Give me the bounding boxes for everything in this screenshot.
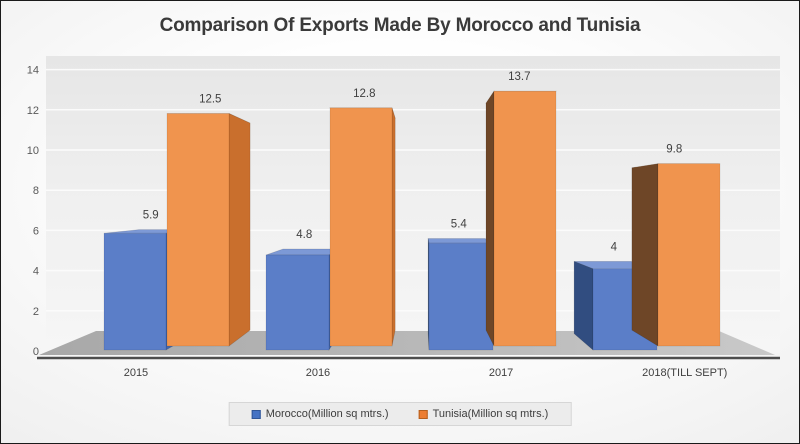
tunisia-series-swatch: [418, 409, 428, 419]
x-category-label: 2016: [306, 367, 330, 379]
bar-side-face: [631, 163, 659, 347]
bar-front-face: [329, 107, 393, 347]
y-tick-label: 2: [33, 306, 39, 318]
bar-tunisia-2016: [329, 107, 396, 347]
value-label-tunisia-2018(TILL SEPT): 9.8: [666, 144, 682, 156]
value-label-morocco-2018(TILL SEPT): 4: [611, 241, 618, 253]
y-tick-label: 10: [27, 145, 39, 157]
value-label-tunisia-2016: 12.8: [353, 88, 375, 100]
value-label-tunisia-2017: 13.7: [508, 71, 530, 83]
y-tick-label: 0: [33, 346, 39, 358]
value-label-morocco-2017: 5.4: [451, 218, 468, 230]
legend-item-tunisia: Tunisia(Million sq mtrs.): [418, 408, 549, 420]
legend-label-morocco: Morocco(Million sq mtrs.): [265, 408, 389, 420]
y-tick-label: 8: [33, 185, 39, 197]
chart-title: Comparison Of Exports Made By Morocco an…: [159, 15, 641, 36]
value-label-morocco-2016: 4.8: [296, 229, 312, 241]
legend: Morocco(Million sq mtrs.) Tunisia(Millio…: [228, 402, 572, 426]
x-category-label: 2017: [489, 367, 513, 379]
morocco-series-swatch: [251, 409, 261, 419]
y-tick-label: 12: [27, 105, 39, 117]
bar-front-face: [428, 242, 494, 351]
bar-front-face: [265, 254, 330, 351]
value-label-tunisia-2015: 12.5: [199, 94, 221, 106]
bar-tunisia-2018(TILL SEPT): [631, 163, 721, 347]
bar-morocco-2017: [427, 238, 495, 351]
value-label-morocco-2015: 5.9: [143, 210, 159, 222]
bar-front-face: [166, 113, 230, 347]
x-category-label: 2018(TILL SEPT): [642, 367, 727, 379]
x-category-label: 2015: [124, 367, 148, 379]
bar-side-face: [391, 107, 396, 347]
bar-front-face: [493, 90, 557, 347]
bar-tunisia-2015: [166, 112, 251, 347]
bar-front-face: [103, 232, 167, 351]
legend-item-morocco: Morocco(Million sq mtrs.): [251, 408, 389, 420]
bar-front-face: [657, 163, 721, 347]
bar-side-face: [228, 112, 251, 347]
bar-side-face: [485, 90, 495, 347]
y-tick-label: 4: [33, 266, 39, 278]
y-tick-label: 14: [27, 65, 39, 77]
bar-top-face: [427, 238, 495, 244]
bar-tunisia-2017: [485, 90, 557, 347]
y-tick-label: 6: [33, 225, 39, 237]
bar-morocco-2016: [265, 248, 341, 352]
legend-label-tunisia: Tunisia(Million sq mtrs.): [432, 408, 549, 420]
